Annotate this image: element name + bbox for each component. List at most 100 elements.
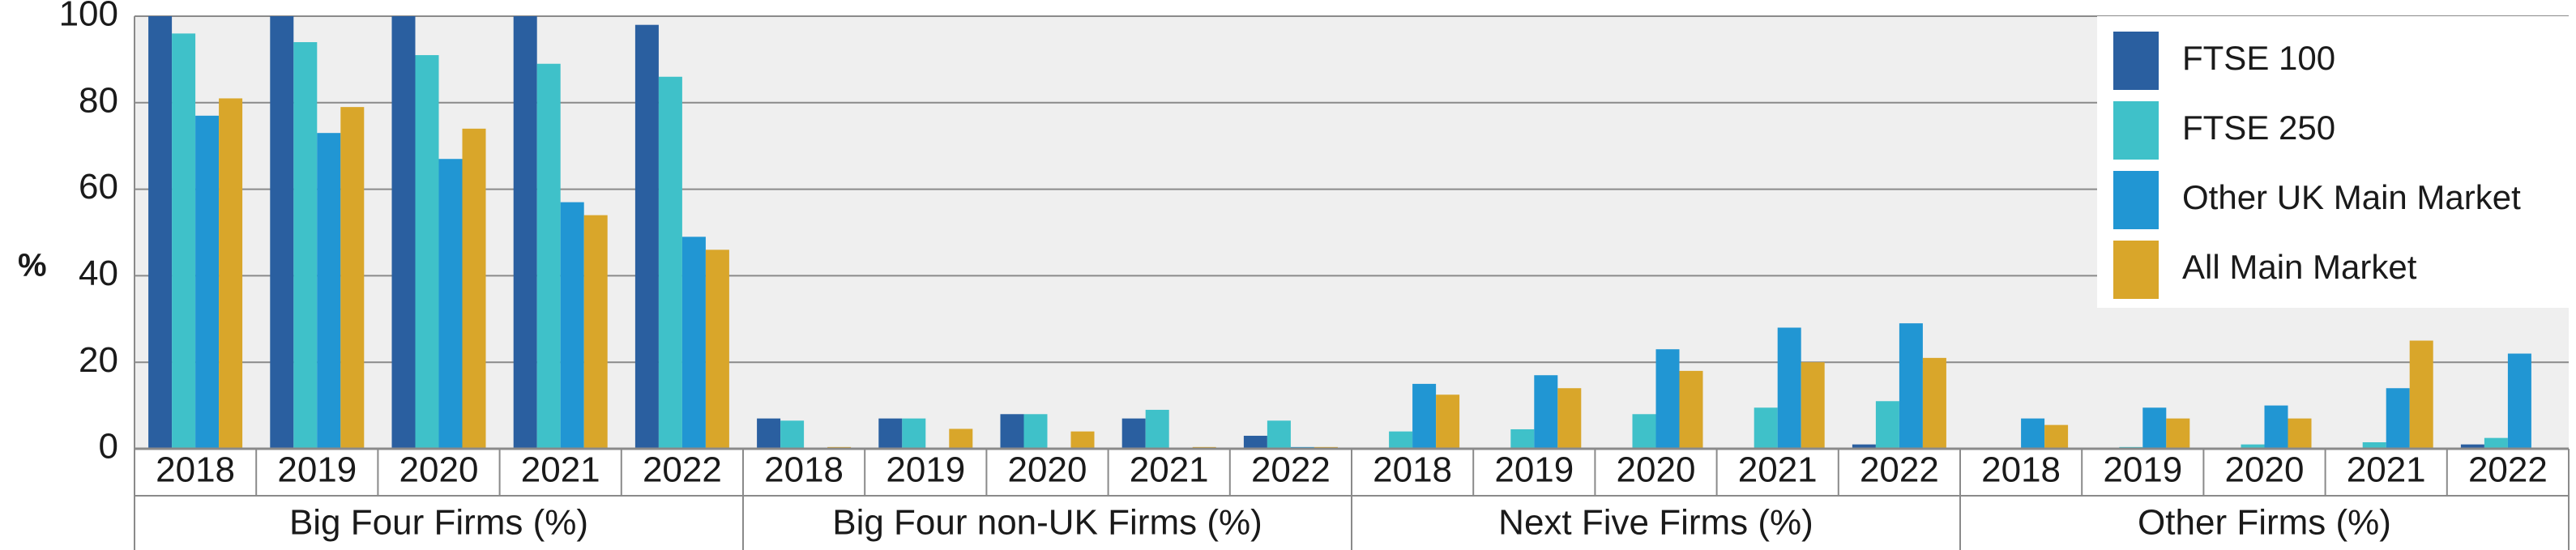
legend-swatch (2113, 101, 2159, 160)
group-label: Other Firms (%) (2138, 503, 2391, 543)
legend-swatch (2113, 32, 2159, 90)
legend-label: Other UK Main Market (2182, 178, 2521, 216)
x-tick-label: 2020 (2225, 450, 2305, 490)
bar (902, 418, 926, 449)
bar (438, 159, 463, 449)
y-tick-label: 100 (59, 0, 118, 34)
bar (1557, 388, 1582, 449)
bar (172, 33, 196, 450)
bar (1389, 431, 1413, 449)
bar (1510, 428, 1535, 449)
bar (340, 107, 365, 449)
bar (1754, 407, 1778, 449)
bar (1412, 383, 1437, 449)
bar (1145, 409, 1169, 449)
bar (1777, 327, 1801, 449)
y-tick-label: 80 (79, 80, 118, 120)
group-label: Big Four Firms (%) (289, 503, 588, 543)
y-tick-label: 40 (79, 254, 118, 293)
x-tick-label: 2021 (1738, 450, 1818, 490)
x-tick-label: 2022 (1251, 450, 1331, 490)
legend-swatch (2113, 171, 2159, 229)
bar (1852, 444, 1876, 449)
bar (2142, 407, 2167, 449)
bar (415, 55, 439, 449)
bar (705, 249, 729, 449)
bar (1000, 414, 1024, 449)
bar (681, 237, 706, 449)
bar (2241, 444, 2265, 449)
y-tick-label: 0 (99, 427, 118, 467)
legend-label: FTSE 100 (2182, 39, 2335, 77)
x-tick-label: 2019 (1494, 450, 1574, 490)
bar (2166, 418, 2190, 449)
bar (560, 202, 584, 449)
bar (658, 76, 682, 449)
bar (1436, 394, 1460, 449)
bar (780, 420, 805, 449)
bar (293, 42, 318, 449)
bar (1267, 420, 1291, 449)
bar (1243, 435, 1267, 449)
bar (2507, 353, 2531, 449)
bar (757, 418, 781, 449)
x-tick-label: 2019 (886, 450, 965, 490)
bar (1655, 349, 1680, 449)
bar (1679, 370, 1703, 449)
legend-label: FTSE 250 (2182, 109, 2335, 147)
x-tick-label: 2020 (399, 450, 479, 490)
bar (391, 16, 416, 449)
bar (2409, 340, 2433, 449)
bar (2288, 418, 2312, 449)
bar (1070, 431, 1095, 449)
bar (195, 115, 220, 449)
x-tick-label: 2021 (2347, 450, 2426, 490)
bar (513, 16, 537, 449)
x-tick-label: 2018 (1981, 450, 2061, 490)
x-tick-label: 2018 (1373, 450, 1452, 490)
bar (2021, 418, 2045, 449)
legend-background (2097, 16, 2569, 308)
x-tick-label: 2019 (2103, 450, 2182, 490)
y-tick-label: 60 (79, 167, 118, 207)
group-label: Big Four non-UK Firms (%) (832, 503, 1262, 543)
bar (634, 24, 659, 450)
bar (270, 16, 294, 449)
bar (2264, 405, 2288, 449)
y-axis-label: % (18, 248, 47, 284)
group-label: Next Five Firms (%) (1498, 503, 1813, 543)
bar (148, 16, 173, 449)
y-tick-label: 20 (79, 340, 118, 380)
bar (1121, 418, 1146, 449)
x-tick-label: 2020 (1617, 450, 1696, 490)
bar (2044, 424, 2069, 449)
x-tick-label: 2018 (764, 450, 844, 490)
bar (219, 98, 243, 450)
bar (536, 63, 561, 450)
x-tick-label: 2022 (643, 450, 722, 490)
x-tick-label: 2020 (1008, 450, 1087, 490)
bar (1922, 357, 1946, 449)
legend-swatch (2113, 241, 2159, 299)
bar (2386, 388, 2410, 449)
bar (2484, 437, 2508, 449)
x-tick-label: 2022 (1860, 450, 1939, 490)
x-tick-label: 2018 (156, 450, 235, 490)
bar (2460, 444, 2484, 449)
bar (878, 418, 903, 449)
bar (583, 215, 608, 449)
bar (462, 128, 486, 449)
bar (1899, 323, 1923, 449)
bar (1534, 375, 1558, 449)
bar (949, 428, 973, 449)
bar (317, 133, 341, 449)
x-tick-label: 2021 (521, 450, 600, 490)
x-tick-label: 2019 (277, 450, 357, 490)
bar (1801, 362, 1825, 449)
bar (1023, 414, 1048, 449)
x-tick-label: 2022 (2468, 450, 2548, 490)
bar (1632, 414, 1656, 449)
bar (2362, 441, 2386, 449)
bar (1875, 401, 1899, 449)
